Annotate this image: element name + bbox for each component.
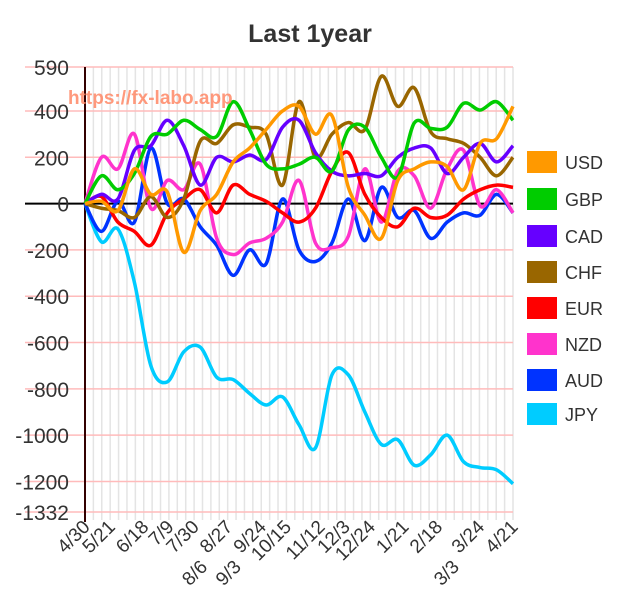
x-tick-label: 2/18: [406, 517, 447, 558]
legend: USD GBP CAD CHF EUR NZD AUD JPY: [527, 151, 603, 425]
y-tick-label: -600: [27, 333, 69, 356]
x-tick-label: 3/24: [448, 516, 489, 557]
legend-item-nzd[interactable]: NZD: [527, 333, 602, 355]
legend-label: AUD: [565, 371, 603, 391]
legend-label: USD: [565, 153, 603, 173]
legend-swatch: [527, 188, 557, 210]
legend-item-gbp[interactable]: GBP: [527, 188, 603, 210]
y-tick-label: 590: [34, 57, 69, 80]
legend-swatch: [527, 151, 557, 173]
legend-swatch: [527, 261, 557, 283]
legend-swatch: [527, 333, 557, 355]
legend-item-cad[interactable]: CAD: [527, 225, 603, 247]
legend-swatch: [527, 369, 557, 391]
x-tick-label: 8/6: [178, 557, 212, 591]
legend-swatch: [527, 403, 557, 425]
y-axis-ticks: 590 400 200 0 -200 -400 -600 -800 -1000 -1200 -133…: [15, 57, 69, 525]
y-tick-label: -400: [27, 286, 69, 309]
legend-swatch: [527, 225, 557, 247]
y-tick-label: -800: [27, 379, 69, 402]
legend-item-usd[interactable]: USD: [527, 151, 603, 173]
y-tick-label: 0: [57, 194, 69, 217]
legend-item-eur[interactable]: EUR: [527, 297, 603, 319]
watermark: https://fx-labo.app: [68, 88, 233, 109]
legend-item-chf[interactable]: CHF: [527, 261, 602, 283]
series-line-chf: [84, 74, 515, 220]
series-line-gbp: [83, 99, 515, 205]
y-tick-label: 200: [34, 147, 69, 170]
series-line-usd: [84, 103, 515, 254]
series-line-nzd: [83, 131, 515, 257]
series-line-jpy: [83, 202, 515, 486]
series-line-eur: [84, 150, 514, 248]
series-line-aud: [83, 146, 515, 278]
series-lines: [83, 74, 515, 486]
x-tick-label: 8/27: [196, 517, 237, 558]
y-tick-label: -1332: [15, 502, 69, 525]
y-tick-label: -1200: [15, 471, 69, 494]
chart-title: Last 1year: [248, 20, 372, 48]
y-tick-label: -200: [27, 240, 69, 263]
legend-label: JPY: [565, 405, 598, 425]
legend-label: CAD: [565, 227, 603, 247]
legend-item-jpy[interactable]: JPY: [527, 403, 598, 425]
legend-swatch: [527, 297, 557, 319]
legend-label: NZD: [565, 335, 602, 355]
y-tick-label: 400: [34, 101, 69, 124]
legend-label: CHF: [565, 263, 602, 283]
x-tick-label: 4/21: [482, 517, 523, 558]
x-tick-label: 1/21: [372, 517, 413, 558]
legend-label: GBP: [565, 190, 603, 210]
legend-item-aud[interactable]: AUD: [527, 369, 603, 391]
x-tick-label: 9/3: [212, 557, 246, 591]
legend-label: EUR: [565, 299, 603, 319]
grid: [25, 66, 514, 522]
x-tick-label: 3/3: [430, 557, 464, 591]
x-axis-ticks: 4/305/216/187/97/308/68/279/39/2410/1511…: [54, 516, 523, 590]
series-line-cad: [84, 116, 515, 206]
y-tick-label: -1000: [15, 425, 69, 448]
